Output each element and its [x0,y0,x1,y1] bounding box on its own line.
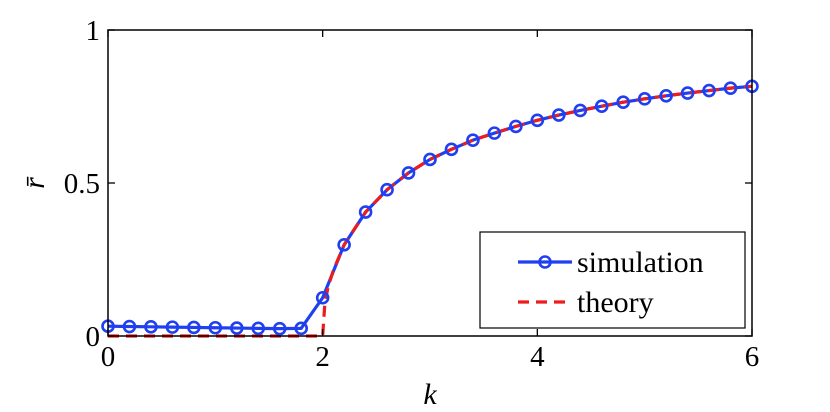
legend-label-theory: theory [577,286,654,319]
data-point-simulation [637,92,652,106]
axis-ticks: 0 2 4 6 0 0.5 1 [64,15,760,373]
data-point-simulation [165,320,180,334]
data-point-simulation [573,103,588,118]
data-point-simulation [294,321,309,336]
data-point-simulation [208,320,223,335]
x-tick-label: 2 [315,341,330,373]
y-tick-label: 0.5 [64,168,100,200]
data-point-simulation [659,88,673,103]
data-point-simulation [680,86,695,100]
data-point-simulation [187,320,201,335]
x-tick-label: 6 [745,341,760,373]
legend-label-simulation: simulation [577,246,704,279]
x-tick-label: 4 [530,341,545,373]
data-point-simulation [251,321,266,336]
y-axis-label: r̄ [18,176,51,189]
data-point-simulation [337,238,351,252]
data-point-simulation [230,321,244,335]
data-point-simulation [723,81,738,95]
data-point-simulation [144,320,158,334]
y-tick-label: 0 [86,321,101,353]
x-tick-label: 0 [101,341,116,373]
data-point-simulation [444,142,459,157]
data-point-simulation [122,319,137,334]
data-point-simulation [401,166,416,180]
data-point-simulation [509,119,523,134]
data-point-simulation [466,133,480,147]
data-point-simulation [315,290,330,305]
data-point-simulation [530,113,545,128]
series-line-theory [108,84,753,338]
data-point-simulation [358,205,373,219]
legend-marker-simulation [538,255,552,269]
plot-data [101,79,759,338]
data-point-simulation [551,108,566,122]
data-point-simulation [423,152,437,167]
legend: simulation theory [479,231,746,329]
legend-box [479,231,746,329]
x-axis-label: k [423,378,437,411]
data-point-simulation [616,95,631,110]
data-point-simulation [380,182,394,197]
data-point-simulation [594,99,609,113]
y-tick-label: 1 [86,15,101,47]
data-point-simulation [702,83,716,98]
data-point-simulation [487,126,502,140]
data-point-simulation [272,321,287,336]
